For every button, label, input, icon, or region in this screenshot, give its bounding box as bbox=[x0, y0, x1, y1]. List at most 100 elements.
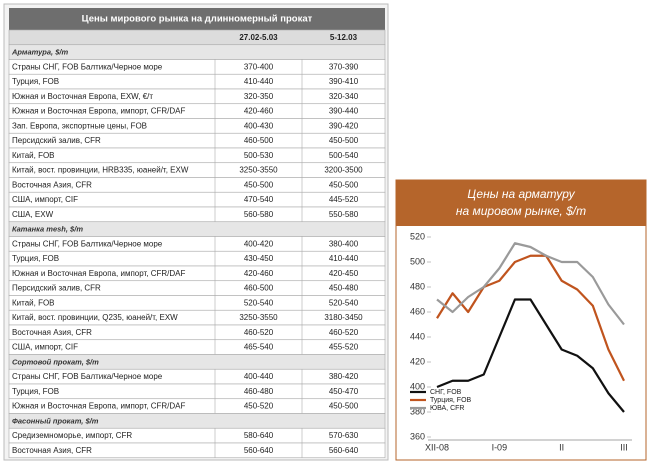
section-title: Фасонный прокат, $/т bbox=[12, 416, 99, 425]
y-tick-label: 360 bbox=[410, 431, 425, 441]
cell-value: 560-640 bbox=[329, 446, 359, 455]
y-tick-label: 460 bbox=[410, 306, 425, 316]
cell-value: 450-470 bbox=[329, 387, 359, 396]
row-label: Южная и Восточная Европа, импорт, CFR/DA… bbox=[12, 269, 186, 278]
cell-value: 3200-3500 bbox=[324, 166, 363, 175]
row-label: США, импорт, CIF bbox=[12, 343, 78, 352]
cell-value: 430-450 bbox=[244, 254, 274, 263]
section-title: Катанка mesh, $/т bbox=[12, 225, 83, 234]
y-tick-label: 400 bbox=[410, 381, 425, 391]
cell-value: 520-540 bbox=[244, 298, 274, 307]
section-title: Сортовой прокат, $/т bbox=[12, 357, 99, 366]
cell-value: 460-520 bbox=[244, 328, 274, 337]
cell-value: 390-410 bbox=[329, 77, 359, 86]
x-tick-label: XII-08 bbox=[425, 442, 449, 452]
row-label: Турция, FOB bbox=[12, 77, 59, 86]
cell-value: 370-400 bbox=[244, 62, 274, 71]
cell-value: 550-580 bbox=[329, 210, 359, 219]
y-tick-label: 520 bbox=[410, 231, 425, 241]
row-label: Южная и Восточная Европа, импорт, CFR/DA… bbox=[12, 402, 186, 411]
row-label: Южная и Восточная Европа, EXW, €/т bbox=[12, 92, 153, 101]
y-tick-label: 440 bbox=[410, 331, 425, 341]
cell-value: 400-440 bbox=[244, 372, 274, 381]
cell-value: 3250-3550 bbox=[239, 166, 278, 175]
row-label: Восточная Азия, CFR bbox=[12, 180, 92, 189]
cell-value: 390-440 bbox=[329, 107, 359, 116]
y-tick-label: 480 bbox=[410, 281, 425, 291]
y-tick-label: 500 bbox=[410, 256, 425, 266]
cell-value: 460-480 bbox=[244, 387, 274, 396]
cell-value: 450-500 bbox=[244, 180, 274, 189]
cell-value: 460-500 bbox=[244, 136, 274, 145]
chart-title-bar bbox=[396, 180, 646, 226]
series-line bbox=[436, 254, 625, 382]
cell-value: 420-450 bbox=[329, 269, 359, 278]
cell-value: 455-520 bbox=[329, 343, 359, 352]
row-label: США, импорт, CIF bbox=[12, 195, 78, 204]
cell-value: 450-500 bbox=[329, 180, 359, 189]
x-tick-label: I-09 bbox=[492, 442, 508, 452]
column-header: 5-12.03 bbox=[330, 33, 358, 42]
cell-value: 390-420 bbox=[329, 121, 359, 130]
cell-value: 560-580 bbox=[244, 210, 274, 219]
cell-value: 500-540 bbox=[329, 151, 359, 160]
cell-value: 470-540 bbox=[244, 195, 274, 204]
cell-value: 460-520 bbox=[329, 328, 359, 337]
cell-value: 445-520 bbox=[329, 195, 359, 204]
cell-value: 410-440 bbox=[329, 254, 359, 263]
cell-value: 460-500 bbox=[244, 284, 274, 293]
chart-frame bbox=[395, 179, 647, 461]
series-line bbox=[436, 242, 625, 326]
x-tick-label: III bbox=[620, 442, 628, 452]
cell-value: 420-460 bbox=[244, 107, 274, 116]
legend-label: ЮВА, CFR bbox=[430, 405, 464, 412]
cell-value: 380-400 bbox=[329, 239, 359, 248]
row-label: Персидский залив, CFR bbox=[12, 136, 101, 145]
row-label: Страны СНГ, FOB Балтика/Черное море bbox=[12, 372, 163, 381]
cell-value: 370-390 bbox=[329, 62, 359, 71]
table-row bbox=[8, 442, 386, 459]
row-label: Китай, FOB bbox=[12, 151, 55, 160]
cell-value: 320-350 bbox=[244, 92, 274, 101]
row-label: Персидский залив, CFR bbox=[12, 284, 101, 293]
series-line bbox=[436, 298, 625, 413]
cell-value: 465-540 bbox=[244, 343, 274, 352]
legend-label: Турция, FOB bbox=[430, 397, 472, 404]
cell-value: 560-640 bbox=[244, 446, 274, 455]
row-label: Восточная Азия, CFR bbox=[12, 328, 92, 337]
row-label: Турция, FOB bbox=[12, 254, 59, 263]
cell-value: 420-460 bbox=[244, 269, 274, 278]
row-label: Турция, FOB bbox=[12, 387, 59, 396]
cell-value: 450-520 bbox=[244, 402, 274, 411]
cell-value: 450-500 bbox=[329, 136, 359, 145]
chart-title: на мировом рынке, $/т bbox=[456, 204, 586, 218]
column-header-row bbox=[8, 29, 386, 46]
row-label: Страны СНГ, FOB Балтика/Черное море bbox=[12, 239, 163, 248]
legend-label: СНГ, FOB bbox=[430, 389, 462, 396]
cell-value: 410-440 bbox=[244, 77, 274, 86]
table-header-bar bbox=[9, 8, 385, 30]
cell-value: 380-420 bbox=[329, 372, 359, 381]
cell-value: 3180-3450 bbox=[324, 313, 363, 322]
table-title: Цены мирового рынка на длинномерный прок… bbox=[82, 14, 313, 25]
cell-value: 580-640 bbox=[244, 431, 274, 440]
cell-value: 3250-3550 bbox=[239, 313, 278, 322]
row-label: Китай, FOB bbox=[12, 298, 55, 307]
row-label: Китай, вост. провинции, Q235, юаней/т, E… bbox=[12, 313, 178, 322]
column-header: 27.02-5.03 bbox=[239, 33, 278, 42]
cell-value: 400-420 bbox=[244, 239, 274, 248]
row-label: Южная и Восточная Европа, импорт, CFR/DA… bbox=[12, 107, 186, 116]
cell-value: 500-530 bbox=[244, 151, 274, 160]
row-label: Средиземноморье, импорт, CFR bbox=[12, 431, 132, 440]
row-label: Восточная Азия, CFR bbox=[12, 446, 92, 455]
row-label: Китай, вост. провинции, HRB335, юаней/т,… bbox=[12, 166, 189, 175]
cell-value: 450-500 bbox=[329, 402, 359, 411]
cell-value: 570-630 bbox=[329, 431, 359, 440]
cell-value: 520-540 bbox=[329, 298, 359, 307]
y-tick-label: 420 bbox=[410, 356, 425, 366]
cell-value: 450-480 bbox=[329, 284, 359, 293]
section-title: Арматура, $/т bbox=[11, 48, 68, 57]
cell-value: 400-430 bbox=[244, 121, 274, 130]
row-label: Страны СНГ, FOB Балтика/Черное море bbox=[12, 62, 163, 71]
